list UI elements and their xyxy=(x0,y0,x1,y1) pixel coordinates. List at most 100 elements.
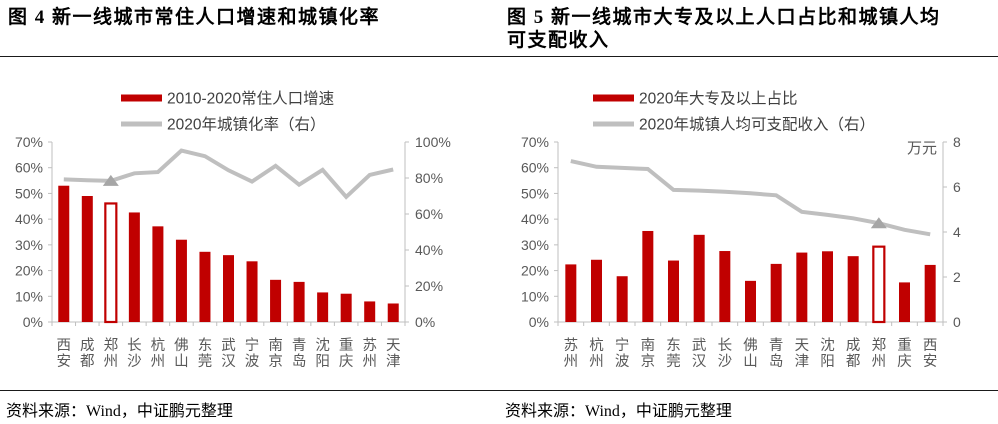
x-axis-label-长沙: 长沙 xyxy=(127,337,142,370)
bar-天津 xyxy=(796,252,808,322)
figure-5-source: 资料来源：Wind，中证鹏元整理 xyxy=(499,390,998,424)
bar-沈阳 xyxy=(822,251,833,322)
line-series xyxy=(570,159,931,237)
right-axis-label: 100% xyxy=(415,134,451,150)
x-axis-label-宁波: 宁波 xyxy=(245,337,260,370)
bar-东莞 xyxy=(199,251,211,322)
left-axis-label: 10% xyxy=(15,288,43,304)
left-axis-label: 40% xyxy=(15,211,43,227)
bar-西安 xyxy=(58,185,70,322)
bar-南京 xyxy=(642,230,654,322)
x-axis-label-青岛: 青岛 xyxy=(292,337,307,370)
x-axis-label-天津: 天津 xyxy=(386,338,401,370)
left-axis-label: 30% xyxy=(15,237,43,253)
x-axis-label-青岛: 青岛 xyxy=(769,337,784,370)
bar-天津 xyxy=(387,303,399,322)
bar-highlighted-郑州 xyxy=(104,202,118,324)
legend-label: 2020年大专及以上占比 xyxy=(639,90,797,108)
line-series xyxy=(63,148,394,200)
x-axis-label-南京: 南京 xyxy=(641,337,656,370)
left-axis-label: 70% xyxy=(15,134,43,150)
x-axis-label-沈阳: 沈阳 xyxy=(315,337,330,370)
bar-长沙 xyxy=(719,251,731,322)
x-axis-label-长沙: 长沙 xyxy=(718,337,733,370)
left-axis-label: 0% xyxy=(529,314,549,330)
left-axis-label: 40% xyxy=(521,211,549,227)
legend-label: 2010-2020常住人口增速 xyxy=(167,90,334,108)
left-axis-label: 30% xyxy=(521,237,549,253)
left-axis-label: 60% xyxy=(15,160,43,176)
figure-5-title: 图 5 新一线城市大专及以上人口占比和城镇人均 可支配收入 xyxy=(499,0,998,57)
right-axis-label: 6 xyxy=(953,179,961,195)
x-axis-label-沈阳: 沈阳 xyxy=(820,337,835,370)
x-axis-label-苏州: 苏州 xyxy=(564,337,579,370)
right-axis-label: 20% xyxy=(415,278,443,294)
figure-5-title-line: 可支配收入 xyxy=(507,30,610,51)
x-axis-label-杭州: 杭州 xyxy=(589,337,604,370)
bar-重庆 xyxy=(899,282,910,322)
x-axis-label-佛山: 佛山 xyxy=(743,337,758,370)
x-axis-label-宁波: 宁波 xyxy=(615,337,630,370)
legend-label: 2020年城镇人均可支配收入（右） xyxy=(639,116,875,134)
bar-杭州 xyxy=(591,259,602,322)
bar-武汉 xyxy=(693,234,705,322)
figure-4-source: 资料来源：Wind，中证鹏元整理 xyxy=(0,390,499,424)
bar-苏州 xyxy=(364,301,376,322)
right-axis-label: 4 xyxy=(953,224,961,240)
left-axis-label: 60% xyxy=(521,160,549,176)
x-axis-label-杭州: 杭州 xyxy=(151,337,166,370)
x-axis-label-东莞: 东莞 xyxy=(198,337,213,370)
figure-4-chart: 2010-2020常住人口增速 2020年城镇化率（右） 0% 10% 20% 30% 40… xyxy=(15,90,451,371)
bar-宁波 xyxy=(616,276,628,322)
bar-南京 xyxy=(270,279,282,322)
x-axis-label-南京: 南京 xyxy=(268,337,283,370)
legend-line-swatch xyxy=(121,121,162,127)
right-axis-label: 8 xyxy=(953,134,961,150)
x-axis-label-重庆: 重庆 xyxy=(339,337,354,370)
legend-label: 2020年城镇化率（右） xyxy=(167,116,325,134)
left-axis-label: 70% xyxy=(521,134,549,150)
right-axis-label: 40% xyxy=(415,242,443,258)
right-axis-label: 80% xyxy=(415,170,443,186)
bar-东莞 xyxy=(668,260,679,322)
figure-5-panel: 图 5 新一线城市大专及以上人口占比和城镇人均 可支配收入 2020年大专及以上… xyxy=(499,0,998,424)
triangle-marker-郑州 xyxy=(870,217,887,229)
bar-青岛 xyxy=(293,281,305,322)
left-axis-label: 0% xyxy=(23,314,43,330)
bar-青岛 xyxy=(770,263,782,322)
x-axis-label-成都: 成都 xyxy=(80,337,95,370)
bar-武汉 xyxy=(223,255,234,322)
figure-5-title-line: 图 5 新一线城市大专及以上人口占比和城镇人均 xyxy=(507,7,941,28)
x-axis-label-苏州: 苏州 xyxy=(362,337,377,370)
triangle-marker-郑州 xyxy=(102,174,119,186)
right-axis-label: 0 xyxy=(953,314,961,330)
right-axis-label: 60% xyxy=(415,206,443,222)
bar-苏州 xyxy=(565,264,577,322)
bar-西安 xyxy=(924,264,936,322)
bar-沈阳 xyxy=(317,292,329,322)
x-axis-label-武汉: 武汉 xyxy=(692,337,707,370)
figure-4-title-line: 图 4 新一线城市常住人口增速和城镇化率 xyxy=(8,7,381,28)
figure-5-chart: 2020年大专及以上占比 2020年城镇人均可支配收入（右） 0% 10% 20% 30%… xyxy=(521,90,961,371)
x-axis-label-武汉: 武汉 xyxy=(221,337,236,370)
bar-佛山 xyxy=(745,280,756,322)
x-axis-label-西安: 西安 xyxy=(57,338,72,370)
bar-长沙 xyxy=(128,212,140,322)
x-axis-label-郑州: 郑州 xyxy=(104,337,119,370)
x-axis-label-东莞: 东莞 xyxy=(666,337,681,370)
legend-bar-swatch xyxy=(593,94,634,102)
legend-bar-swatch xyxy=(121,94,162,102)
bar-重庆 xyxy=(340,293,352,322)
legend-line-swatch xyxy=(593,121,634,127)
right-axis-unit-label: 万元 xyxy=(907,140,937,157)
bar-宁波 xyxy=(246,261,258,322)
x-axis-label-重庆: 重庆 xyxy=(897,337,912,370)
bar-杭州 xyxy=(152,226,164,322)
left-axis-label: 10% xyxy=(521,288,549,304)
right-axis-label: 2 xyxy=(953,269,961,285)
left-axis-label: 20% xyxy=(15,263,43,279)
x-axis-label-佛山: 佛山 xyxy=(174,337,189,370)
left-axis-label: 20% xyxy=(521,263,549,279)
x-axis-label-西安: 西安 xyxy=(923,338,938,370)
x-axis-label-郑州: 郑州 xyxy=(872,337,887,370)
